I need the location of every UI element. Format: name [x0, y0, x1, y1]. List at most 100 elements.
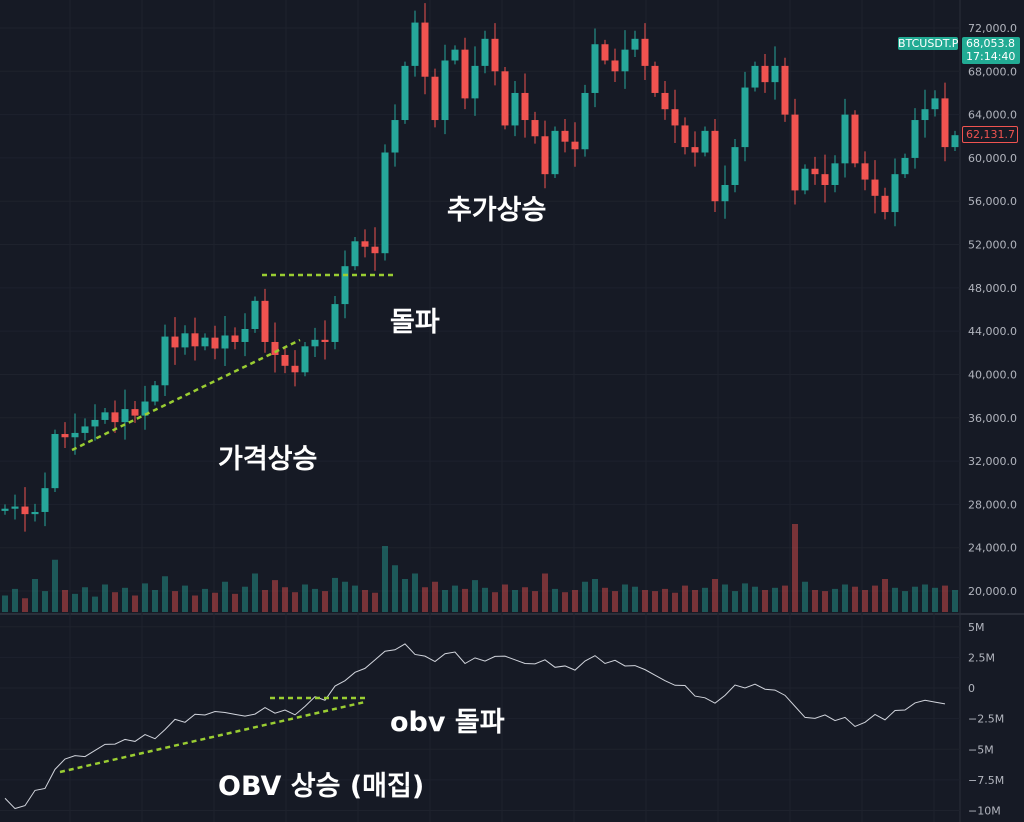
candle-body [511, 92, 519, 126]
candle-body [771, 65, 779, 83]
candle-body [501, 71, 509, 126]
candle-body [941, 98, 949, 148]
candle-body [221, 335, 229, 349]
volume-bar [952, 590, 958, 612]
candle-body [631, 38, 639, 50]
candle-body [761, 65, 769, 83]
candle-body [351, 241, 359, 267]
obv-tick-label: −10M [968, 805, 1001, 818]
candle-body [521, 92, 529, 121]
candle-body [431, 76, 439, 121]
candle-body [561, 130, 569, 142]
volume-bar [712, 579, 718, 612]
candle-body [951, 135, 959, 148]
candle-body [581, 92, 589, 150]
symbol-tag: BTCUSDT.P [898, 37, 959, 50]
volume-bar [42, 591, 48, 612]
volume-bar [752, 586, 758, 612]
volume-bar [492, 592, 498, 612]
candle-body [111, 412, 119, 423]
candle-body [81, 426, 89, 433]
price-axis[interactable]: 72,000.0 68,000.0 64,000.0 60,000.0 56,000.0… [968, 22, 1017, 818]
volume-bar [262, 590, 268, 612]
volume-bar [112, 592, 118, 612]
candle-body [551, 130, 559, 175]
volume-bar [12, 588, 18, 612]
volume-bar [372, 592, 378, 612]
price-tick-label: 24,000.0 [968, 542, 1017, 555]
candle-body [741, 87, 749, 148]
obv-tick-label: −2.5M [968, 713, 1004, 726]
annotation-further-rise: 추가상승 [447, 195, 547, 226]
volume-bar [22, 598, 28, 612]
volume-bar [162, 576, 168, 612]
candle-body [191, 333, 199, 347]
volume-bar [82, 587, 88, 612]
candle-body [591, 44, 599, 93]
candle-body [21, 506, 29, 515]
price-tick-label: 44,000.0 [968, 325, 1017, 338]
candle-body [151, 385, 159, 402]
candle-body [871, 179, 879, 196]
volume-bar [592, 579, 598, 612]
price-tick-label: 64,000.0 [968, 109, 1017, 122]
volume-bar [442, 590, 448, 612]
candle-body [61, 434, 69, 438]
volume-bar [572, 590, 578, 612]
volume-bar [912, 586, 918, 612]
volume-bar [862, 590, 868, 612]
candle-body [391, 120, 399, 153]
last-price: 68,053.8 [966, 37, 1015, 50]
price-tick-label: 48,000.0 [968, 282, 1017, 295]
candle-body [381, 152, 389, 254]
volume-bar [882, 579, 888, 612]
volume-bar [122, 587, 128, 612]
volume-bar [482, 587, 488, 612]
candle-body [321, 339, 329, 342]
volume-bar [632, 586, 638, 612]
candle-body [301, 346, 309, 373]
volume-bar [182, 585, 188, 612]
annotation-obv-breakout: obv 돌파 [390, 707, 505, 738]
volume-bar [312, 588, 318, 612]
volume-bar [542, 573, 548, 612]
volume-bar [152, 590, 158, 612]
candle-body [811, 168, 819, 175]
candle-body [781, 65, 789, 115]
candle-body [691, 147, 699, 153]
annotation-lines [59, 273, 397, 774]
volume-bar [642, 590, 648, 612]
volume-bar [872, 585, 878, 612]
volume-bar [612, 591, 618, 612]
candle-body [541, 136, 549, 175]
candle-body [51, 434, 59, 489]
volume-bar [452, 585, 458, 612]
volume-bar [812, 590, 818, 612]
obv-tick-label: 0 [968, 682, 975, 695]
volume-bar [172, 591, 178, 612]
volume-bar [652, 591, 658, 612]
candle-body [231, 335, 239, 342]
volume-bar [252, 573, 258, 612]
volume-bar [582, 581, 588, 612]
candle-body [831, 163, 839, 185]
last-price-tag: 68,053.8 17:14:40 [962, 37, 1020, 64]
volume-bar [842, 584, 848, 612]
volume-bar [662, 588, 668, 612]
candle-body [611, 60, 619, 72]
bar-countdown: 17:14:40 [966, 50, 1016, 63]
volume-bar [302, 584, 308, 612]
volume-bar [52, 559, 58, 612]
volume-bar [682, 585, 688, 612]
candle-body [861, 163, 869, 180]
candles [1, 3, 959, 532]
volume-bar [942, 585, 948, 612]
candle-body [821, 174, 829, 185]
candle-body [71, 432, 79, 438]
candle-body [931, 98, 939, 110]
volume-bar [332, 577, 338, 612]
volume-bar [292, 592, 298, 612]
candle-body [721, 184, 729, 202]
